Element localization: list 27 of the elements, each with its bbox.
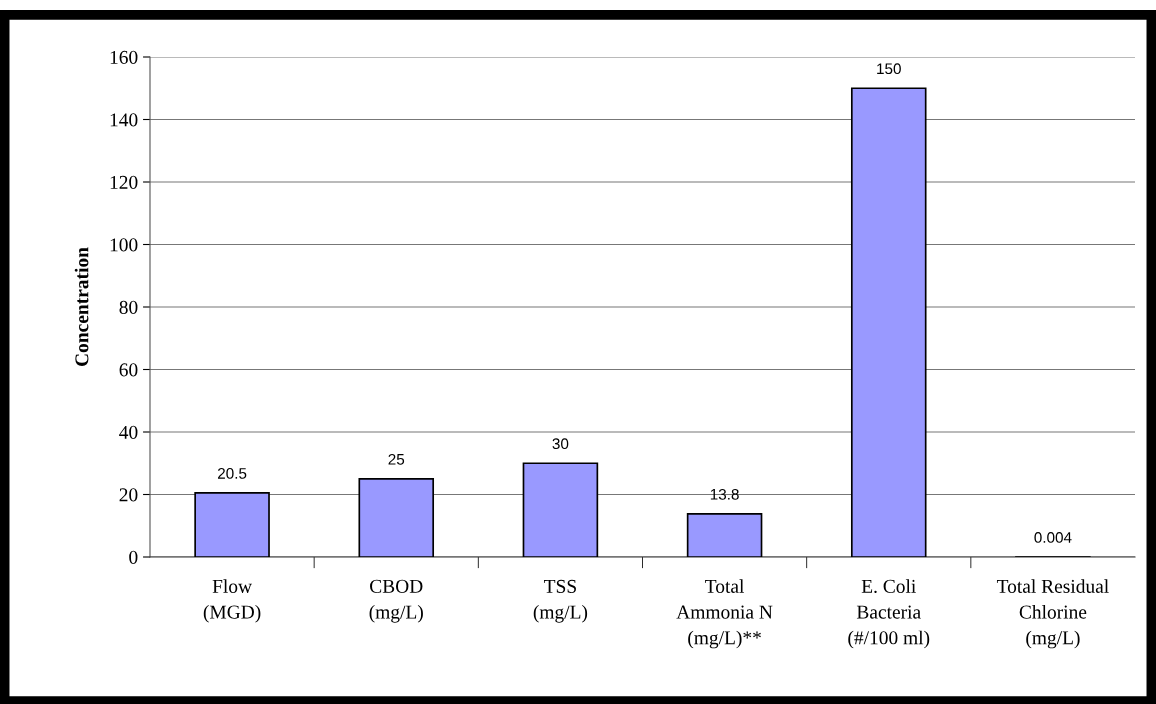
y-tick-label: 20 <box>119 488 138 502</box>
y-tick-label: 140 <box>110 113 138 127</box>
data-label: 13.8 <box>710 488 739 500</box>
data-label: 30 <box>552 438 569 450</box>
x-tick-label: CBOD (mg/L) <box>369 579 423 623</box>
data-label: 20.5 <box>217 467 247 479</box>
y-tick-label: 160 <box>110 50 138 64</box>
y-tick-label: 40 <box>119 425 138 439</box>
bar <box>850 87 927 557</box>
bar <box>522 462 599 557</box>
data-label: 25 <box>388 453 405 465</box>
x-tick-label: E. Coli Bacteria (#/100 ml) <box>848 579 930 649</box>
bar <box>358 478 435 557</box>
y-tick-label: 60 <box>119 363 138 377</box>
bar <box>686 513 763 557</box>
y-tick-label: 80 <box>119 300 138 314</box>
bar <box>194 492 270 557</box>
x-tick-label: Total Ammonia N (mg/L)** <box>676 579 773 649</box>
y-tick-label: 100 <box>110 238 138 252</box>
data-label: 150 <box>877 63 901 75</box>
y-axis-title: Concentration <box>74 247 89 366</box>
data-label: 0.004 <box>1034 532 1072 543</box>
x-tick-label: Flow (MGD) <box>203 579 261 623</box>
y-tick-label: 120 <box>110 175 138 189</box>
y-tick-label: 0 <box>129 550 138 564</box>
x-tick-label: TSS (mg/L) <box>533 579 588 623</box>
x-tick-label: Total Residual Chlorine (mg/L) <box>996 579 1109 649</box>
